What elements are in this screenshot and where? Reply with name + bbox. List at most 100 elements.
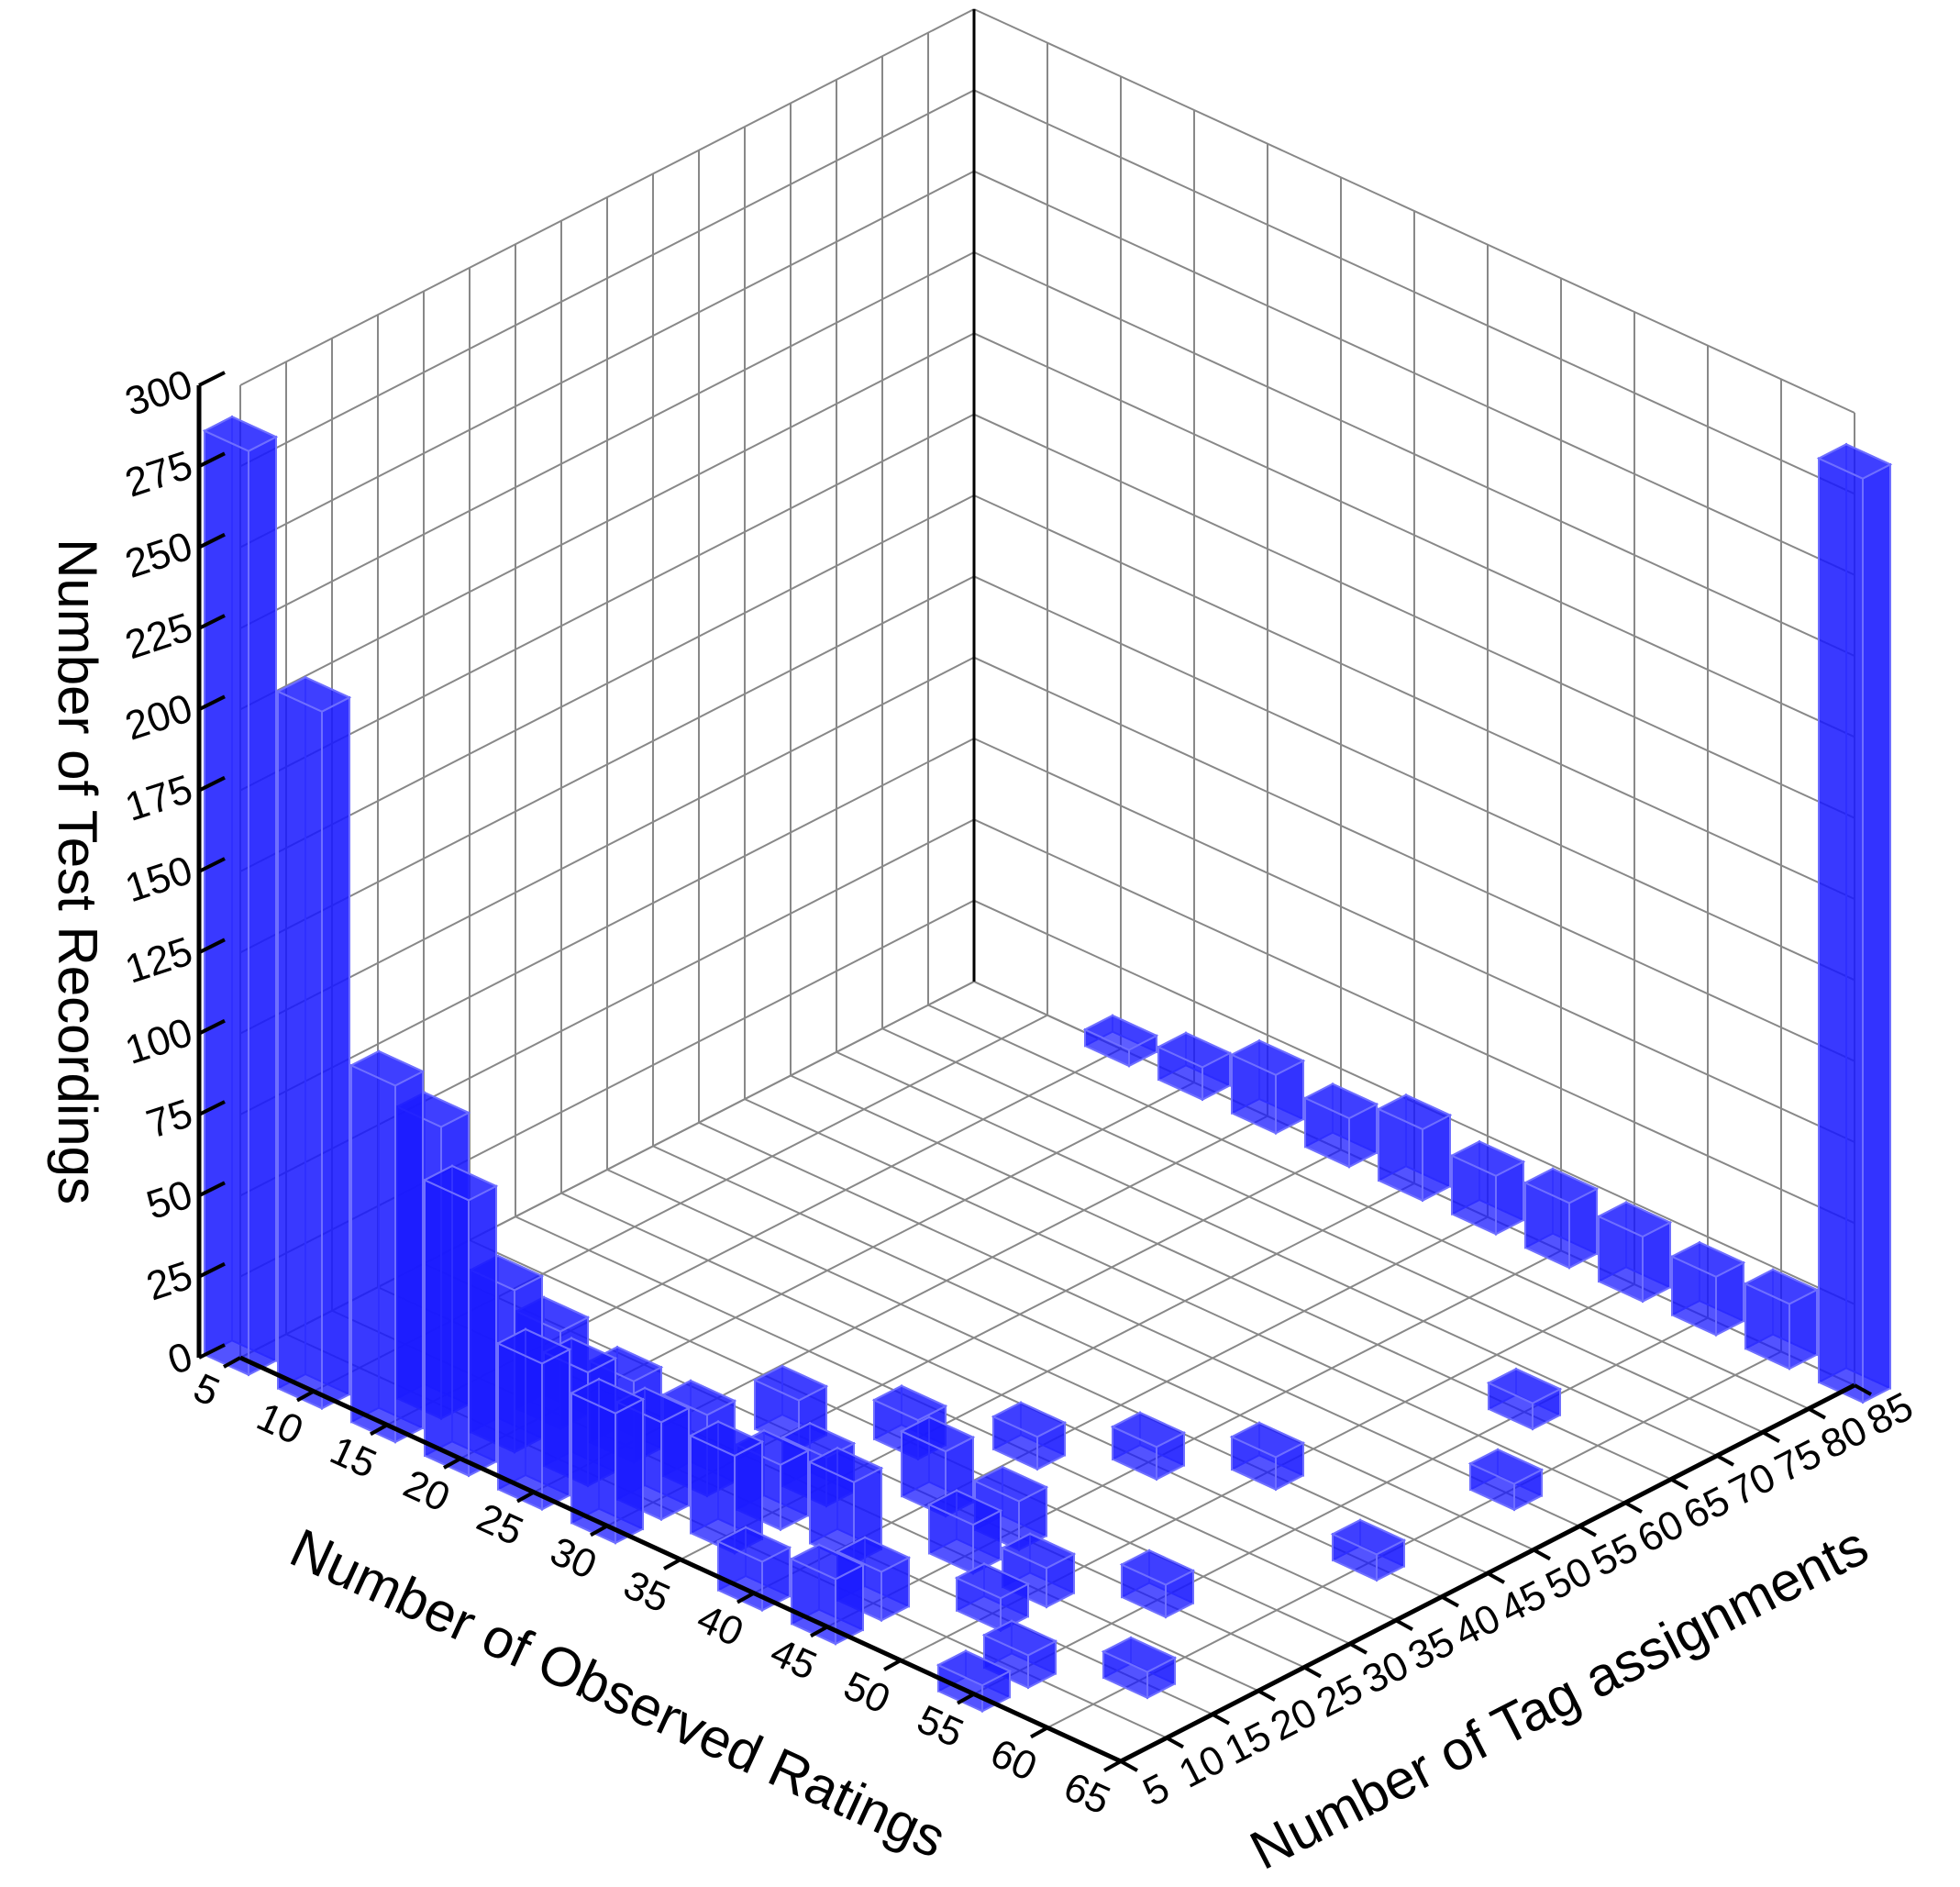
y-tick bbox=[1716, 1454, 1734, 1467]
bar bbox=[1156, 1031, 1233, 1102]
bar-face bbox=[807, 1447, 884, 1483]
bar-face bbox=[991, 1401, 1068, 1438]
grid-line bbox=[973, 332, 1855, 738]
grid-line bbox=[973, 738, 1855, 1143]
bar-face bbox=[660, 1379, 737, 1416]
z-tick bbox=[198, 1343, 226, 1360]
z-tick-label: 50 bbox=[141, 1171, 198, 1228]
bar bbox=[1110, 1411, 1187, 1482]
y-tick bbox=[1120, 1759, 1138, 1772]
y-tick-label: 5 bbox=[1136, 1765, 1177, 1815]
y-tick bbox=[1854, 1383, 1872, 1396]
bar bbox=[1376, 1093, 1453, 1203]
grid-line bbox=[744, 1098, 1626, 1504]
bar-face bbox=[1743, 1268, 1820, 1305]
z-tick-label: 75 bbox=[141, 1091, 198, 1148]
bar bbox=[1302, 1082, 1379, 1169]
x-tick bbox=[443, 1457, 461, 1470]
y-tick bbox=[1303, 1665, 1322, 1679]
y-tick bbox=[1212, 1713, 1230, 1726]
y-tick bbox=[1670, 1477, 1689, 1491]
bar bbox=[202, 415, 279, 1377]
bar bbox=[1816, 442, 1893, 1404]
bar-face bbox=[1229, 1421, 1306, 1459]
bar-face bbox=[1449, 1140, 1526, 1177]
bar bbox=[954, 1562, 1031, 1633]
grid-line bbox=[698, 1121, 1580, 1527]
z-tick bbox=[198, 857, 226, 873]
grid-line bbox=[973, 89, 1855, 495]
x-tick bbox=[590, 1524, 608, 1537]
z-tick bbox=[198, 1261, 226, 1279]
grid-line bbox=[836, 1050, 1718, 1457]
bar bbox=[715, 1526, 792, 1612]
z-tick-label: 250 bbox=[120, 524, 198, 587]
grid-line bbox=[515, 1215, 1397, 1622]
grid-line bbox=[973, 656, 1855, 1062]
y-tick bbox=[1533, 1548, 1551, 1561]
grid-line bbox=[973, 494, 1855, 900]
x-tick-label: 55 bbox=[911, 1697, 970, 1757]
bar bbox=[926, 1489, 1003, 1575]
z-tick-label: 175 bbox=[120, 767, 198, 830]
grid-line bbox=[652, 1145, 1534, 1551]
x-tick bbox=[957, 1692, 975, 1705]
grid-line bbox=[239, 170, 975, 549]
x-tick bbox=[663, 1558, 681, 1571]
bar-face bbox=[1816, 443, 1893, 480]
bar-face bbox=[1302, 1082, 1379, 1120]
bar bbox=[1101, 1636, 1178, 1700]
bar bbox=[1596, 1201, 1673, 1304]
bar-face bbox=[954, 1562, 1031, 1600]
y-tick bbox=[1441, 1594, 1459, 1608]
z-tick-label: 200 bbox=[120, 685, 198, 749]
bar-face bbox=[350, 1063, 396, 1444]
bar-face bbox=[1082, 1014, 1159, 1051]
bar-face bbox=[468, 1184, 497, 1478]
z-tick bbox=[198, 614, 226, 630]
grid-line bbox=[606, 1169, 1489, 1574]
grid-line bbox=[239, 89, 975, 468]
bar-face bbox=[1376, 1093, 1453, 1131]
bar-face bbox=[1467, 1449, 1545, 1485]
bars bbox=[202, 415, 1893, 1713]
grid-line bbox=[239, 494, 975, 872]
bar bbox=[1449, 1139, 1526, 1236]
z-tick-label: 225 bbox=[120, 605, 198, 668]
bar bbox=[1669, 1240, 1746, 1337]
z-tick-label: 25 bbox=[141, 1253, 198, 1310]
z-tick-label: 150 bbox=[120, 848, 198, 911]
z-tick bbox=[198, 775, 226, 793]
bar-face bbox=[899, 1415, 976, 1453]
bar bbox=[1330, 1518, 1407, 1582]
bar-face bbox=[321, 695, 350, 1410]
bar-face bbox=[248, 435, 277, 1377]
grid-line bbox=[560, 1192, 1443, 1598]
bar-face bbox=[660, 1406, 690, 1522]
bar-face bbox=[1862, 462, 1891, 1404]
z-tick bbox=[198, 694, 226, 712]
grid-line bbox=[239, 251, 975, 629]
x-tick-label: 10 bbox=[250, 1394, 310, 1454]
grid-line bbox=[973, 8, 1855, 414]
x-tick-label: 60 bbox=[984, 1730, 1044, 1790]
z-tick bbox=[198, 1100, 226, 1116]
bar bbox=[1000, 1532, 1077, 1609]
bar-face bbox=[789, 1543, 866, 1581]
bar bbox=[1523, 1167, 1600, 1270]
z-tick bbox=[198, 532, 226, 549]
grid-line bbox=[973, 170, 1855, 576]
bar-face bbox=[1596, 1201, 1673, 1238]
bar-face bbox=[1119, 1549, 1196, 1586]
bar bbox=[275, 675, 352, 1410]
bar-face bbox=[1818, 457, 1864, 1404]
bar-face bbox=[1669, 1241, 1746, 1278]
x-tick-label: 40 bbox=[691, 1596, 750, 1656]
grid-line bbox=[881, 1027, 1764, 1434]
x-tick-label: 65 bbox=[1058, 1764, 1117, 1824]
grid-line bbox=[239, 332, 975, 711]
bar bbox=[1743, 1268, 1820, 1371]
bar-face bbox=[752, 1365, 829, 1402]
x-tick bbox=[1103, 1759, 1122, 1772]
bar-face bbox=[202, 416, 279, 452]
